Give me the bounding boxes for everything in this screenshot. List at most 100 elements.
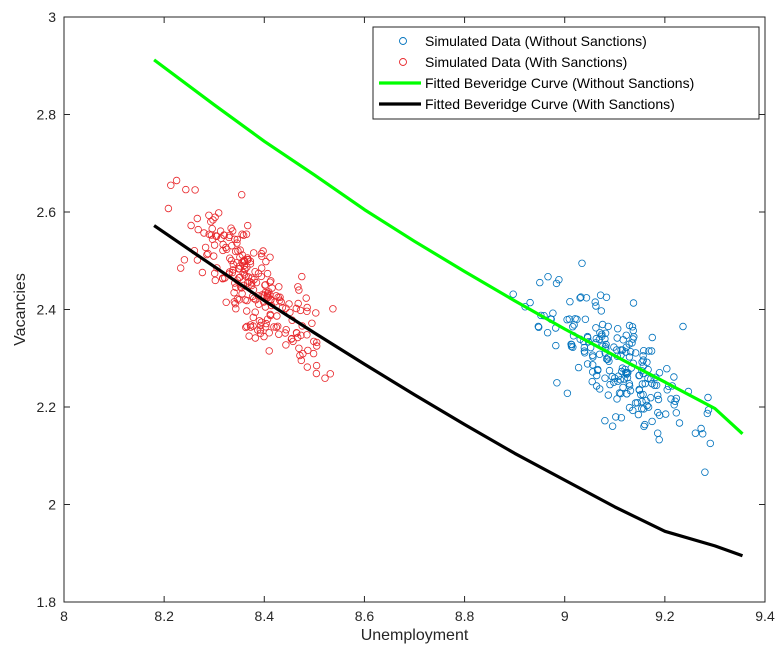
scatter-point-series-1 [242,230,251,238]
scatter-point-series-1 [234,247,242,255]
scatter-point-series-1 [207,218,215,226]
scatter-point-series-0 [617,414,626,422]
scatter-point-series-0 [577,293,585,301]
scatter-point-series-1 [212,232,220,240]
scatter-point-series-1 [265,347,273,355]
scatter-point-series-0 [592,302,600,310]
scatter-point-series-1 [246,323,255,331]
scatter-point-series-1 [287,335,296,343]
scatter-point-series-0 [555,276,563,284]
scatter-point-series-1 [187,221,195,230]
scatter-point-series-0 [679,322,687,331]
scatter-point-series-0 [648,333,656,342]
scatter-point-series-1 [326,370,334,378]
scatter-point-series-0 [597,307,605,315]
scatter-point-series-1 [256,326,264,334]
scatter-point-series-1 [176,264,185,272]
scatter-point-series-1 [251,268,259,276]
scatter-point-series-0 [592,324,600,332]
scatter-point-series-1 [254,326,262,334]
scatter-point-series-1 [222,298,230,306]
scatter-point-series-0 [655,369,664,377]
scatter-point-series-0 [701,468,709,476]
scatter-point-series-0 [602,293,611,301]
scatter-point-series-0 [591,298,599,306]
scatter-point-series-1 [296,351,304,360]
scatter-point-series-0 [613,395,621,403]
scatter-point-series-1 [295,344,303,352]
scatter-point-series-1 [262,319,270,328]
scatter-point-series-0 [611,374,619,382]
scatter-point-series-0 [663,386,671,394]
scatter-point-series-1 [261,281,270,289]
y-tick-label: 2.6 [37,204,57,220]
scatter-point-series-1 [259,247,267,255]
scatter-point-series-1 [262,257,270,266]
scatter-point-series-0 [552,279,561,288]
scatter-point-series-0 [625,321,634,330]
legend-marker-0 [399,37,407,45]
scatter-point-series-1 [303,363,311,371]
scatter-point-series-0 [641,420,649,429]
scatter-point-series-1 [274,322,282,330]
scatter-point-series-1 [265,288,273,296]
scatter-point-series-1 [243,221,252,230]
scatter-point-series-0 [635,371,644,379]
scatter-point-series-0 [592,382,601,390]
scatter-point-series-0 [645,347,653,355]
scatter-point-series-0 [563,389,572,397]
scatter-point-series-0 [543,329,552,337]
scatter-point-series-0 [655,436,663,444]
scatter-point-series-1 [313,338,321,347]
scatter-point-series-0 [589,361,597,369]
scatter-point-series-0 [639,390,647,399]
scatter-point-series-0 [604,322,612,331]
scatter-point-series-0 [654,391,662,400]
scatter-point-series-1 [226,254,234,262]
scatter-point-series-1 [230,298,238,306]
scatter-point-series-0 [566,298,574,306]
scatter-point-series-1 [285,300,293,308]
scatter-point-series-1 [210,241,219,249]
scatter-point-series-1 [258,264,266,272]
scatter-point-series-0 [601,417,609,425]
scatter-point-series-1 [298,272,306,281]
scatter-point-series-1 [242,323,250,332]
scatter-point-series-1 [231,300,239,308]
scatter-point-series-1 [267,277,275,285]
scatter-point-series-1 [313,342,321,350]
scatter-point-series-1 [258,252,266,260]
scatter-point-series-1 [180,256,189,264]
scatter-point-series-0 [655,411,664,419]
scatter-point-series-0 [601,374,609,382]
scatter-point-series-1 [211,276,219,285]
scatter-point-series-1 [254,269,263,278]
scatter-point-series-0 [629,299,638,307]
scatter-point-series-0 [622,368,630,377]
scatter-point-series-1 [167,181,175,189]
legend-box [372,26,760,120]
scatter-point-series-0 [602,340,610,349]
scatter-point-series-1 [297,356,305,365]
scatter-point-series-0 [648,417,656,426]
scatter-point-series-1 [303,303,311,312]
legend-label-0: Simulated Data (Without Sanctions) [425,33,647,49]
scatter-point-series-1 [312,309,320,317]
scatter-point-series-0 [618,367,626,376]
scatter-point-series-1 [276,293,284,301]
scatter-point-series-1 [282,326,290,334]
scatter-point-series-1 [249,313,257,322]
scatter-point-series-0 [652,381,661,389]
scatter-point-series-0 [569,323,577,331]
scatter-point-series-0 [536,278,544,287]
scatter-point-series-0 [638,358,646,366]
scatter-point-series-1 [225,231,234,239]
scatter-point-series-1 [275,283,283,291]
scatter-point-series-1 [236,273,244,281]
scatter-point-series-1 [164,204,173,213]
scatter-point-series-1 [242,307,251,315]
scatter-point-series-0 [623,390,631,398]
scatter-point-series-1 [228,268,237,277]
scatter-point-series-0 [639,356,647,364]
